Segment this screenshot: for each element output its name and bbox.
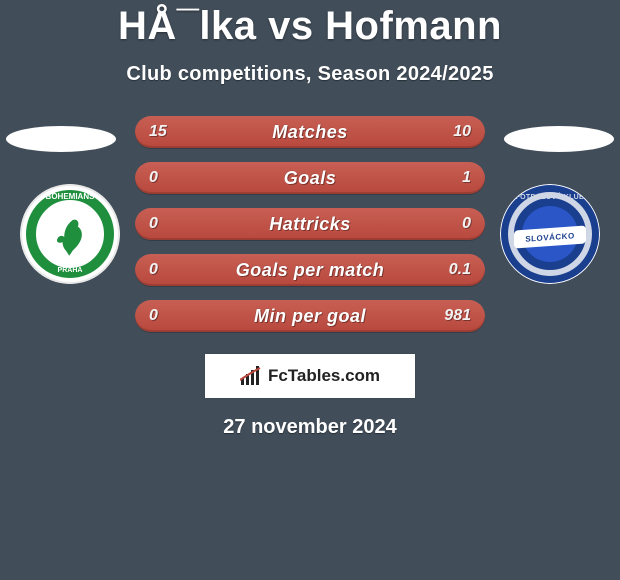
club-logo-left: BOHEMIANS PRAHA	[20, 184, 120, 284]
badge-right-top-text: FOTBALOVÝ KLUB	[500, 194, 600, 201]
stat-label: Min per goal	[135, 306, 485, 327]
stat-value-right: 1	[462, 169, 471, 187]
comparison-card: HÅ¯lka vs Hofmann Club competitions, Sea…	[0, 0, 620, 580]
stat-label: Goals	[135, 168, 485, 189]
stat-value-left: 0	[149, 261, 158, 279]
bohemians-badge: BOHEMIANS PRAHA	[20, 184, 120, 284]
badge-left-bottom-text: PRAHA	[20, 267, 120, 274]
stat-value-right: 0.1	[449, 261, 471, 279]
brand-box: FcTables.com	[205, 354, 415, 398]
stat-label: Hattricks	[135, 214, 485, 235]
date-text: 27 november 2024	[0, 416, 620, 439]
stat-row-mpg: 0 Min per goal 981	[135, 300, 485, 332]
brand-text: FcTables.com	[268, 366, 380, 386]
kangaroo-icon	[54, 218, 88, 256]
page-subtitle: Club competitions, Season 2024/2025	[0, 63, 620, 86]
stat-value-left: 15	[149, 123, 167, 141]
stat-value-left: 0	[149, 307, 158, 325]
stats-list: 15 Matches 10 0 Goals 1 0 Hattricks 0 0 …	[135, 116, 485, 332]
stat-value-left: 0	[149, 169, 158, 187]
stat-label: Matches	[135, 122, 485, 143]
player-marker-left	[6, 126, 116, 152]
club-logo-right: FOTBALOVÝ KLUB 1.FC SLOVÁCKO	[500, 184, 600, 284]
player-marker-right	[504, 126, 614, 152]
stat-value-right: 10	[453, 123, 471, 141]
content-area: BOHEMIANS PRAHA FOTBALOVÝ KLUB 1.FC SLOV…	[0, 116, 620, 439]
badge-left-top-text: BOHEMIANS	[20, 192, 120, 201]
stat-row-matches: 15 Matches 10	[135, 116, 485, 148]
stat-value-left: 0	[149, 215, 158, 233]
stat-value-right: 981	[444, 307, 471, 325]
stat-label: Goals per match	[135, 260, 485, 281]
page-title: HÅ¯lka vs Hofmann	[0, 0, 620, 49]
stat-row-goals: 0 Goals 1	[135, 162, 485, 194]
stat-row-gpm: 0 Goals per match 0.1	[135, 254, 485, 286]
stat-row-hattricks: 0 Hattricks 0	[135, 208, 485, 240]
bar-chart-icon	[240, 366, 262, 386]
stat-value-right: 0	[462, 215, 471, 233]
slovacko-badge: FOTBALOVÝ KLUB 1.FC SLOVÁCKO	[500, 184, 600, 284]
